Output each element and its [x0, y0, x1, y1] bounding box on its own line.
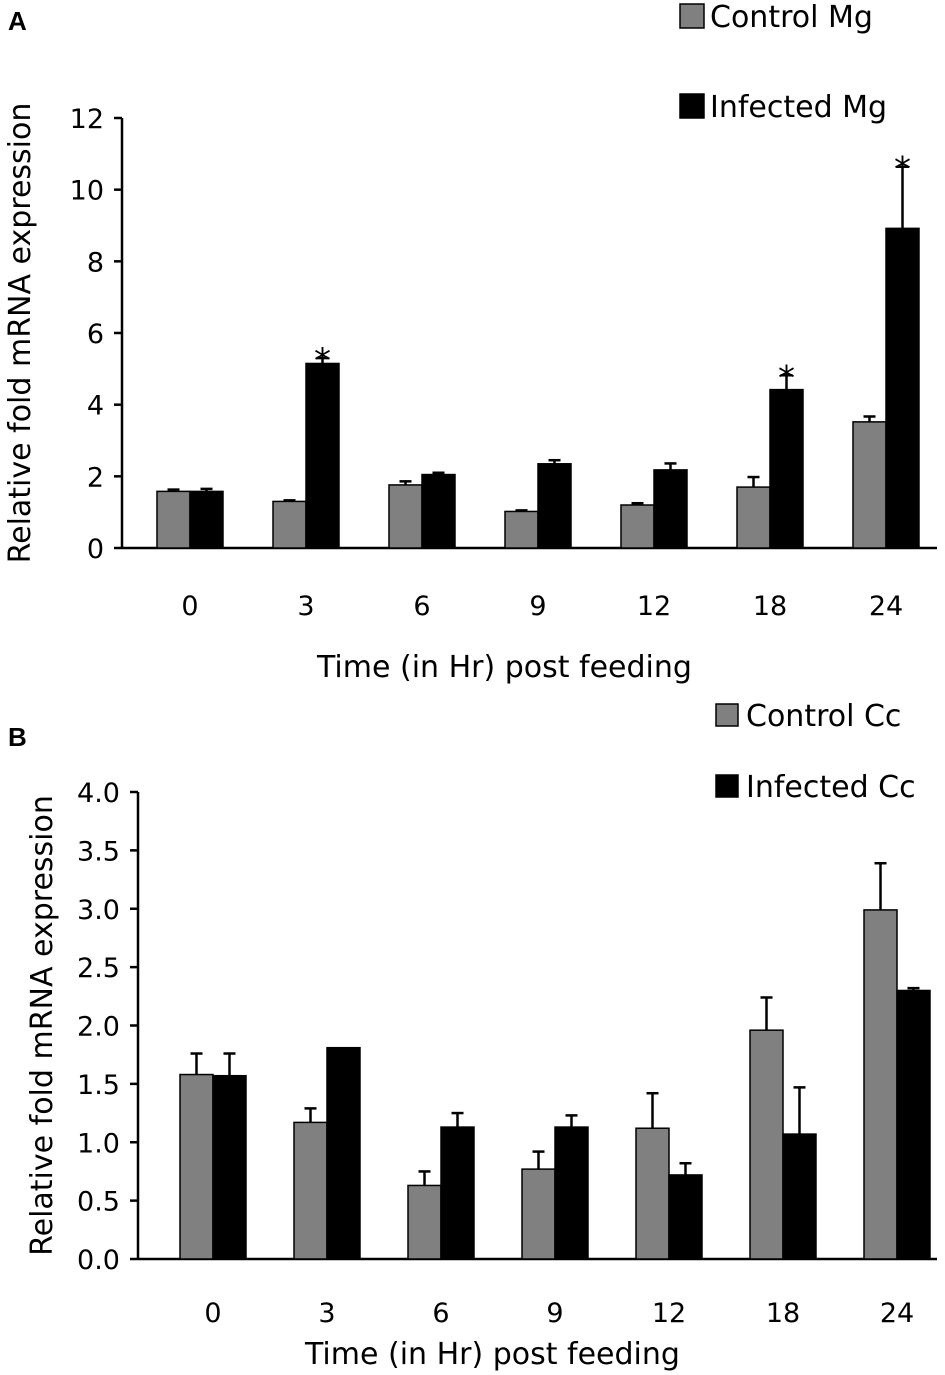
panel-b-x-tick-label: 24: [880, 1298, 914, 1329]
panel-b-legend-control-cc-label: Control Cc: [746, 699, 901, 734]
panel-b-legend-infected-cc-label: Infected Cc: [746, 770, 916, 805]
panel-b-bar-control-cc: [293, 1121, 328, 1260]
panel-a-y-tick-label: 2: [87, 462, 104, 493]
panel-a-y-tick-label: 0: [87, 534, 104, 565]
panel-a-y-axis-title: Relative fold mRNA expression: [3, 103, 38, 564]
panel-b-y-tick-label: 4.0: [77, 778, 120, 809]
panel-a-bar-control-mg: [388, 484, 423, 549]
panel-b-y-tick-label: 3.0: [77, 895, 120, 926]
panel-b-x-tick-label: 3: [318, 1298, 335, 1329]
panel-a-y-tick-label: 10: [70, 176, 104, 207]
panel-a-bar-infected-mg: [537, 463, 572, 549]
panel-a-legend-control-mg-label: Control Mg: [710, 0, 873, 35]
panel-b-bar-infected-cc: [554, 1126, 589, 1260]
panel-a-x-tick-label: 3: [297, 591, 314, 622]
panel-b-x-tick-label: 12: [652, 1298, 686, 1329]
panel-a-bar-control-mg: [504, 510, 539, 549]
panel-a-bar-infected-mg: [769, 388, 804, 549]
panel-b-bar-control-cc: [179, 1073, 214, 1260]
panel-a-bar-control-mg: [736, 486, 771, 549]
panel-b-bar-infected-cc: [212, 1074, 247, 1260]
panel-a-y-tick-label: 6: [87, 319, 104, 350]
panel-b-x-tick-label: 0: [204, 1298, 221, 1329]
panel-a-x-tick-label: 18: [753, 591, 787, 622]
panel-a-significance-star: *: [894, 150, 911, 190]
panel-b-x-axis-title: Time (in Hr) post feeding: [304, 1337, 680, 1372]
panel-b-legend-control-cc-swatch: [715, 703, 739, 727]
panel-b-bar-control-cc: [635, 1127, 670, 1260]
panel-b-x-tick-label: 18: [766, 1298, 800, 1329]
panel-b-legend-infected-cc-swatch: [715, 774, 739, 798]
panel-a-legend-control-mg-swatch: [679, 3, 705, 29]
panel-b-bar-control-cc: [863, 909, 898, 1260]
panel-a-significance-star: *: [778, 358, 795, 398]
panel-a-bar-control-mg: [620, 504, 655, 549]
panel-a-x-tick-label: 24: [869, 591, 903, 622]
panel-b-y-tick-label: 1.0: [77, 1128, 120, 1159]
panel-a-y-tick-label: 8: [87, 247, 104, 278]
panel-a-letter: A: [8, 6, 27, 36]
panel-b-bar-infected-cc: [896, 989, 931, 1260]
panel-b-bar-infected-cc: [440, 1126, 475, 1260]
panel-b-bar-infected-cc: [668, 1174, 703, 1260]
panel-a-significance-star: *: [314, 341, 331, 381]
panel-b-y-tick-label: 3.5: [77, 836, 120, 867]
panel-a-x-tick-label: 6: [413, 591, 430, 622]
panel-b-y-tick-label: 1.5: [77, 1070, 120, 1101]
panel-b-bar-control-cc: [749, 1029, 784, 1260]
panel-a-bar-infected-mg: [189, 490, 224, 549]
panel-b-y-axis-title: Relative fold mRNA expression: [25, 795, 60, 1256]
panel-b-y-tick-label: 0.5: [77, 1187, 120, 1218]
panel-a-y-tick-label: 12: [70, 104, 104, 135]
panel-b-y-tick-label: 0.0: [77, 1245, 120, 1276]
panel-b: B 0.0 0.5 1.0 1.5 2.0 2.5 3.0 3.5 4.0 0 3 6 9 12 18 24 Ti…: [8, 699, 937, 1372]
panel-a-legend-infected-mg-swatch: [679, 93, 705, 119]
panel-b-letter: B: [8, 722, 27, 752]
panel-a-x-tick-label: 9: [529, 591, 546, 622]
panel-b-x-tick-label: 6: [432, 1298, 449, 1329]
panel-a-legend-infected-mg-label: Infected Mg: [710, 90, 887, 125]
panel-a-bar-control-mg: [272, 500, 307, 549]
panel-b-x-tick-label: 9: [546, 1298, 563, 1329]
panel-a-bar-infected-mg: [653, 469, 688, 549]
panel-b-bar-control-cc: [521, 1168, 556, 1260]
panel-a-x-axis-title: Time (in Hr) post feeding: [316, 650, 692, 685]
panel-a-bar-control-mg: [156, 490, 191, 549]
panel-b-y-tick-label: 2.5: [77, 953, 120, 984]
panel-a-y-tick-label: 4: [87, 391, 104, 422]
panel-a-x-tick-label: 12: [637, 591, 671, 622]
panel-b-bar-control-cc: [407, 1184, 442, 1260]
panel-a-bar-infected-mg: [885, 227, 920, 549]
panel-b-bar-infected-cc: [782, 1133, 817, 1260]
panel-a-bar-infected-mg: [421, 473, 456, 549]
panel-b-bar-infected-cc: [326, 1046, 361, 1260]
panel-a-bar-infected-mg: [305, 362, 340, 549]
panel-a-x-tick-label: 0: [181, 591, 198, 622]
panel-b-y-tick-label: 2.0: [77, 1012, 120, 1043]
panel-a-bar-control-mg: [852, 421, 887, 549]
